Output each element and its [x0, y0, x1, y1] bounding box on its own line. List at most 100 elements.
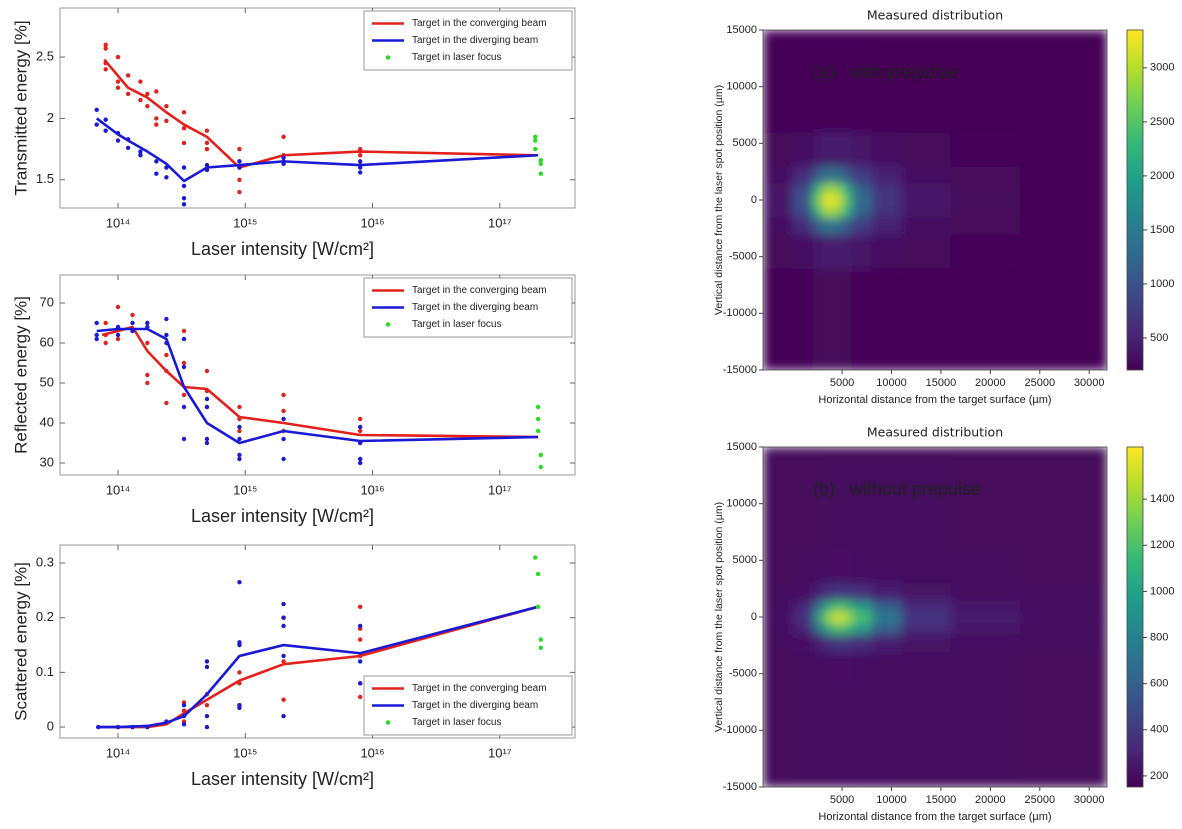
- data-point: [94, 122, 99, 127]
- heatmap-cell: [812, 30, 823, 133]
- data-point: [145, 320, 150, 326]
- heatmap-cell: [832, 205, 843, 218]
- heatmap-cell: [901, 217, 952, 235]
- heatmap-cell: [901, 600, 952, 612]
- data-point: [130, 312, 135, 318]
- data-point: [533, 555, 538, 560]
- chart-title: Measured distribution: [867, 8, 1003, 23]
- x-axis-label: Horizontal distance from the target surf…: [818, 394, 1051, 406]
- heatmap-cell: [901, 166, 952, 184]
- data-point: [145, 91, 150, 97]
- heatmap-cell: [871, 600, 902, 612]
- heatmap-cell: [851, 685, 873, 787]
- x-tick-label: 10¹⁶: [360, 745, 384, 760]
- x-tick-label: 10¹⁵: [233, 215, 257, 230]
- colorbar-tick-label: 400: [1150, 724, 1168, 736]
- heatmap-cell: [822, 166, 833, 184]
- heatmap-cell: [812, 622, 823, 635]
- heatmap-cell: [901, 651, 952, 686]
- heatmap-cell: [763, 611, 794, 624]
- heatmap-cell: [950, 600, 1021, 612]
- heatmap-cell: [950, 447, 1021, 550]
- heatmap-cell: [950, 611, 1021, 624]
- y-tick-label: -10000: [723, 307, 757, 319]
- colorbar-tick-label: 2000: [1150, 170, 1174, 182]
- data-point: [204, 440, 210, 446]
- legend-box: [363, 10, 573, 71]
- heatmap-cell: [812, 447, 823, 550]
- data-point: [164, 175, 169, 180]
- data-point: [281, 416, 286, 422]
- y-tick-label: 2.5: [36, 49, 54, 64]
- heatmap-cell: [842, 634, 853, 652]
- data-point: [535, 428, 541, 434]
- heatmap-cell: [812, 634, 823, 652]
- data-point: [237, 177, 242, 182]
- chart-title: Measured distribution: [867, 425, 1003, 440]
- heatmap-cell: [792, 194, 814, 207]
- y-axis-label: Scattered energy [%]: [11, 562, 30, 721]
- x-tick-label: 10¹⁴: [106, 745, 130, 760]
- data-point: [357, 653, 363, 659]
- heatmap-cell: [1020, 447, 1107, 550]
- data-point: [204, 436, 210, 442]
- heatmap-cell: [792, 217, 814, 235]
- heatmap-cell: [851, 549, 873, 584]
- data-point: [115, 54, 121, 60]
- data-point: [281, 623, 286, 629]
- legend-label: Target in the diverging beam: [412, 302, 538, 313]
- x-tick-label: 30000: [1074, 377, 1105, 389]
- heatmap-cell: [1020, 685, 1107, 787]
- heatmap-cell: [871, 183, 902, 195]
- data-point: [181, 165, 187, 170]
- heatmap-cell: [812, 132, 823, 167]
- heatmap-cell: [832, 132, 843, 167]
- heatmap-cell: [950, 651, 1021, 686]
- heatmap-cell: [842, 234, 853, 269]
- legend-label: Target in the converging beam: [412, 683, 547, 694]
- data-point: [145, 340, 150, 346]
- data-point: [281, 659, 286, 664]
- data-point: [281, 601, 286, 607]
- data-point: [103, 320, 108, 326]
- heatmap-cell: [792, 205, 814, 218]
- heatmap-cell: [792, 447, 814, 550]
- heatmap-cell: [950, 217, 1021, 235]
- y-tick-label: 50: [40, 374, 54, 389]
- heatmap-cell: [871, 447, 902, 550]
- heatmap-cell: [832, 600, 843, 612]
- data-point: [181, 126, 187, 131]
- heatmap-cell: [1020, 651, 1107, 686]
- heatmap-cell: [832, 166, 843, 184]
- heatmap-cell: [901, 634, 952, 652]
- data-point: [181, 195, 187, 201]
- data-point: [154, 122, 159, 127]
- data-point: [281, 155, 286, 160]
- data-point: [281, 408, 286, 414]
- data-point: [125, 137, 131, 142]
- heatmap-cell: [842, 651, 853, 686]
- data-point: [103, 340, 108, 346]
- data-point: [204, 146, 210, 152]
- heatmap-cell: [871, 685, 902, 787]
- data-point: [533, 146, 538, 152]
- heatmap-cell: [851, 583, 873, 601]
- heatmap-cell: [1020, 583, 1107, 601]
- x-tick-label: 5000: [830, 377, 854, 389]
- heatmap-cell: [851, 217, 873, 235]
- data-point: [357, 681, 363, 686]
- data-point: [138, 149, 143, 154]
- heatmap-cell: [950, 685, 1021, 787]
- y-tick-label: 70: [40, 294, 54, 309]
- data-point: [138, 153, 143, 158]
- x-tick-label: 20000: [975, 794, 1006, 806]
- heatmap-cell: [901, 447, 952, 550]
- heatmap-cell: [812, 194, 823, 207]
- legend-label: Target in laser focus: [412, 319, 502, 330]
- heatmap-cell: [871, 132, 902, 167]
- y-tick-label: 0: [751, 611, 757, 623]
- data-point: [115, 130, 121, 136]
- data-point: [181, 110, 187, 115]
- heatmap-cell: [851, 166, 873, 184]
- y-axis-label: Reflected energy [%]: [11, 296, 30, 454]
